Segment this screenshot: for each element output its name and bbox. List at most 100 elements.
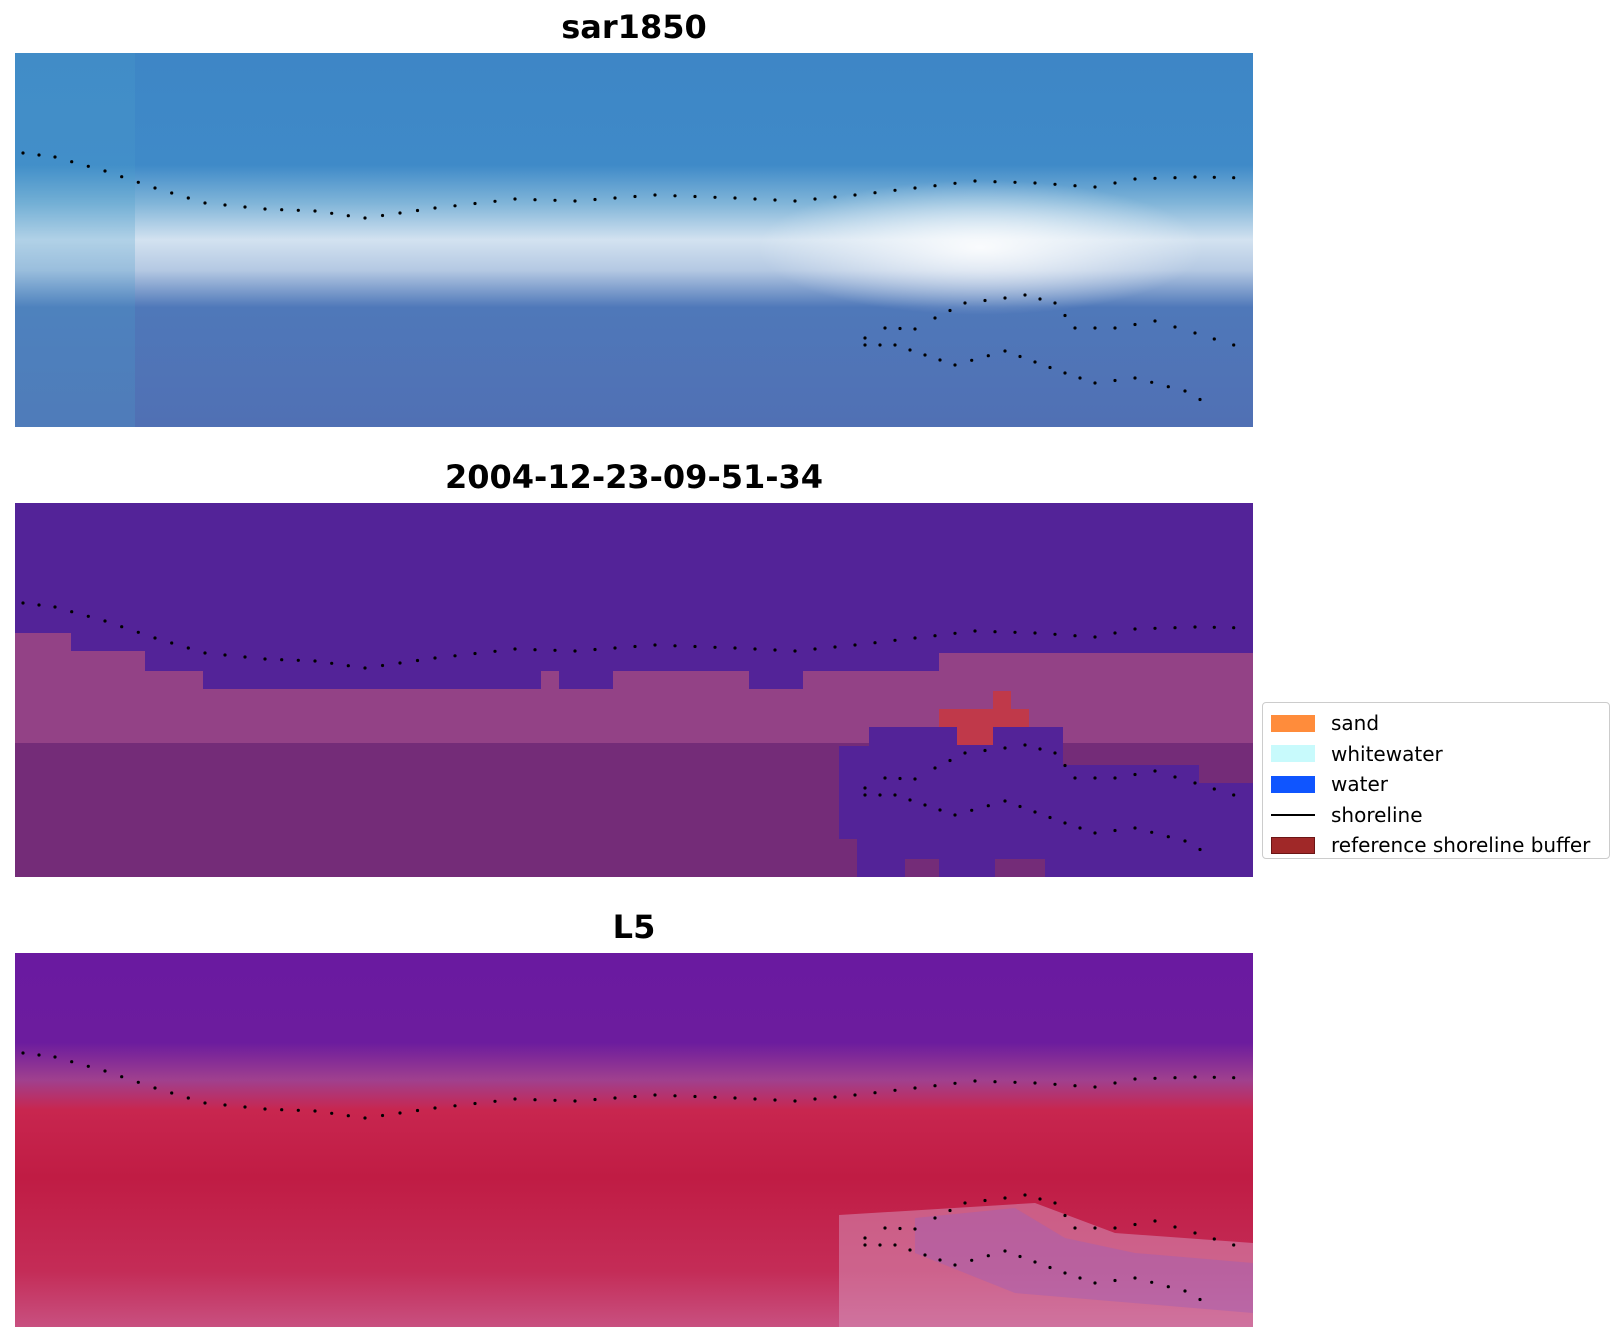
shoreline-point	[1193, 781, 1197, 785]
shoreline-point	[53, 1055, 57, 1059]
shoreline-point	[1212, 625, 1216, 629]
shoreline-point	[1063, 763, 1067, 768]
shoreline-point	[553, 648, 557, 652]
shoreline-lower	[863, 1193, 1236, 1302]
legend-label-sand: sand	[1331, 711, 1380, 736]
shoreline-point	[938, 808, 942, 812]
shoreline-point	[813, 1097, 817, 1101]
shoreline-point	[53, 605, 57, 609]
shoreline-point	[1113, 181, 1117, 185]
shoreline-point	[873, 1091, 877, 1095]
shoreline-point	[1078, 376, 1082, 380]
shoreline-point	[913, 636, 917, 640]
legend-label-water: water	[1331, 772, 1388, 797]
shoreline-point	[673, 1094, 677, 1098]
shoreline-point	[923, 353, 927, 357]
shoreline-point	[863, 1236, 867, 1240]
shoreline-point	[898, 326, 902, 331]
shoreline-point	[973, 1079, 977, 1083]
shoreline-point	[1033, 181, 1037, 185]
shoreline-point	[330, 1111, 334, 1115]
legend-swatch-reference-buffer	[1271, 836, 1315, 854]
shoreline-point	[633, 644, 637, 649]
shoreline-point	[263, 1107, 267, 1111]
shoreline-point	[70, 1060, 74, 1064]
shoreline-point	[243, 205, 247, 209]
shoreline-point	[120, 1075, 124, 1079]
shoreline-point	[833, 1095, 837, 1099]
shoreline-point	[973, 629, 977, 633]
shoreline-point	[86, 164, 90, 168]
shoreline-point	[453, 1104, 457, 1108]
shoreline-point	[453, 204, 457, 208]
shoreline-point	[170, 641, 174, 645]
shoreline-point	[873, 641, 877, 645]
shoreline-point	[1053, 1201, 1057, 1205]
shoreline-point	[953, 181, 957, 185]
shoreline-point	[103, 619, 107, 623]
shoreline-point	[1198, 847, 1202, 852]
shoreline-point	[1232, 343, 1236, 347]
shoreline-point	[330, 211, 334, 215]
shoreline-point	[1018, 1254, 1022, 1259]
shoreline-point	[893, 343, 897, 347]
shoreline-point	[1113, 776, 1117, 780]
shoreline-point	[280, 208, 284, 212]
shoreline-point	[1173, 775, 1177, 779]
shoreline-point	[773, 648, 777, 652]
shoreline-point	[970, 358, 974, 362]
shoreline-point	[380, 1113, 385, 1118]
shoreline-point	[938, 358, 942, 362]
shoreline-point	[853, 193, 857, 197]
shoreline-point	[493, 199, 497, 203]
shoreline-point	[813, 197, 817, 201]
shoreline-point	[633, 1094, 637, 1099]
shoreline-point	[346, 214, 350, 218]
shoreline-point	[493, 1099, 497, 1103]
shoreline-point	[1033, 360, 1037, 364]
shoreline-point	[1153, 769, 1157, 773]
shoreline-point	[398, 211, 402, 215]
shoreline-point	[21, 601, 25, 605]
shoreline-point	[908, 1248, 912, 1252]
shoreline-point	[953, 813, 957, 817]
shoreline-point	[1232, 626, 1236, 630]
shoreline-point	[1198, 397, 1202, 402]
shoreline-point	[433, 206, 437, 210]
shoreline-point	[1113, 828, 1117, 833]
shoreline-point	[948, 308, 952, 313]
shoreline-point	[533, 198, 537, 202]
shoreline-point	[1003, 1249, 1007, 1253]
shoreline-point	[1048, 365, 1052, 370]
shoreline-point	[243, 655, 247, 659]
shoreline-point	[713, 1095, 717, 1099]
shoreline-point	[993, 180, 997, 184]
shoreline-point	[1133, 1276, 1137, 1280]
shoreline-point	[186, 1096, 190, 1100]
legend-label-whitewater: whitewater	[1331, 741, 1443, 766]
shoreline-point	[533, 648, 537, 652]
shoreline-point	[170, 191, 174, 195]
shoreline-point	[363, 666, 367, 670]
shoreline-point	[473, 201, 477, 206]
shoreline-point	[883, 326, 887, 330]
shoreline-point	[1053, 751, 1057, 755]
legend-swatch-whitewater	[1271, 745, 1315, 763]
shoreline-point	[933, 184, 937, 188]
shoreline-point	[953, 1081, 957, 1085]
shoreline-point	[1212, 787, 1216, 791]
shoreline-point	[893, 793, 897, 797]
shoreline-point	[573, 1099, 577, 1103]
shoreline-point	[983, 748, 987, 753]
false-color-panel	[15, 953, 1253, 1327]
shoreline-point	[1053, 182, 1057, 186]
shoreline-point	[733, 1096, 737, 1100]
classified-image	[15, 503, 1253, 877]
shoreline-point	[1113, 631, 1117, 635]
shoreline-point	[673, 644, 677, 648]
shoreline-point	[296, 208, 300, 212]
shoreline-point	[1133, 627, 1137, 631]
shoreline-point	[223, 653, 227, 657]
shoreline-point	[853, 1093, 857, 1097]
shoreline-point	[863, 793, 867, 797]
